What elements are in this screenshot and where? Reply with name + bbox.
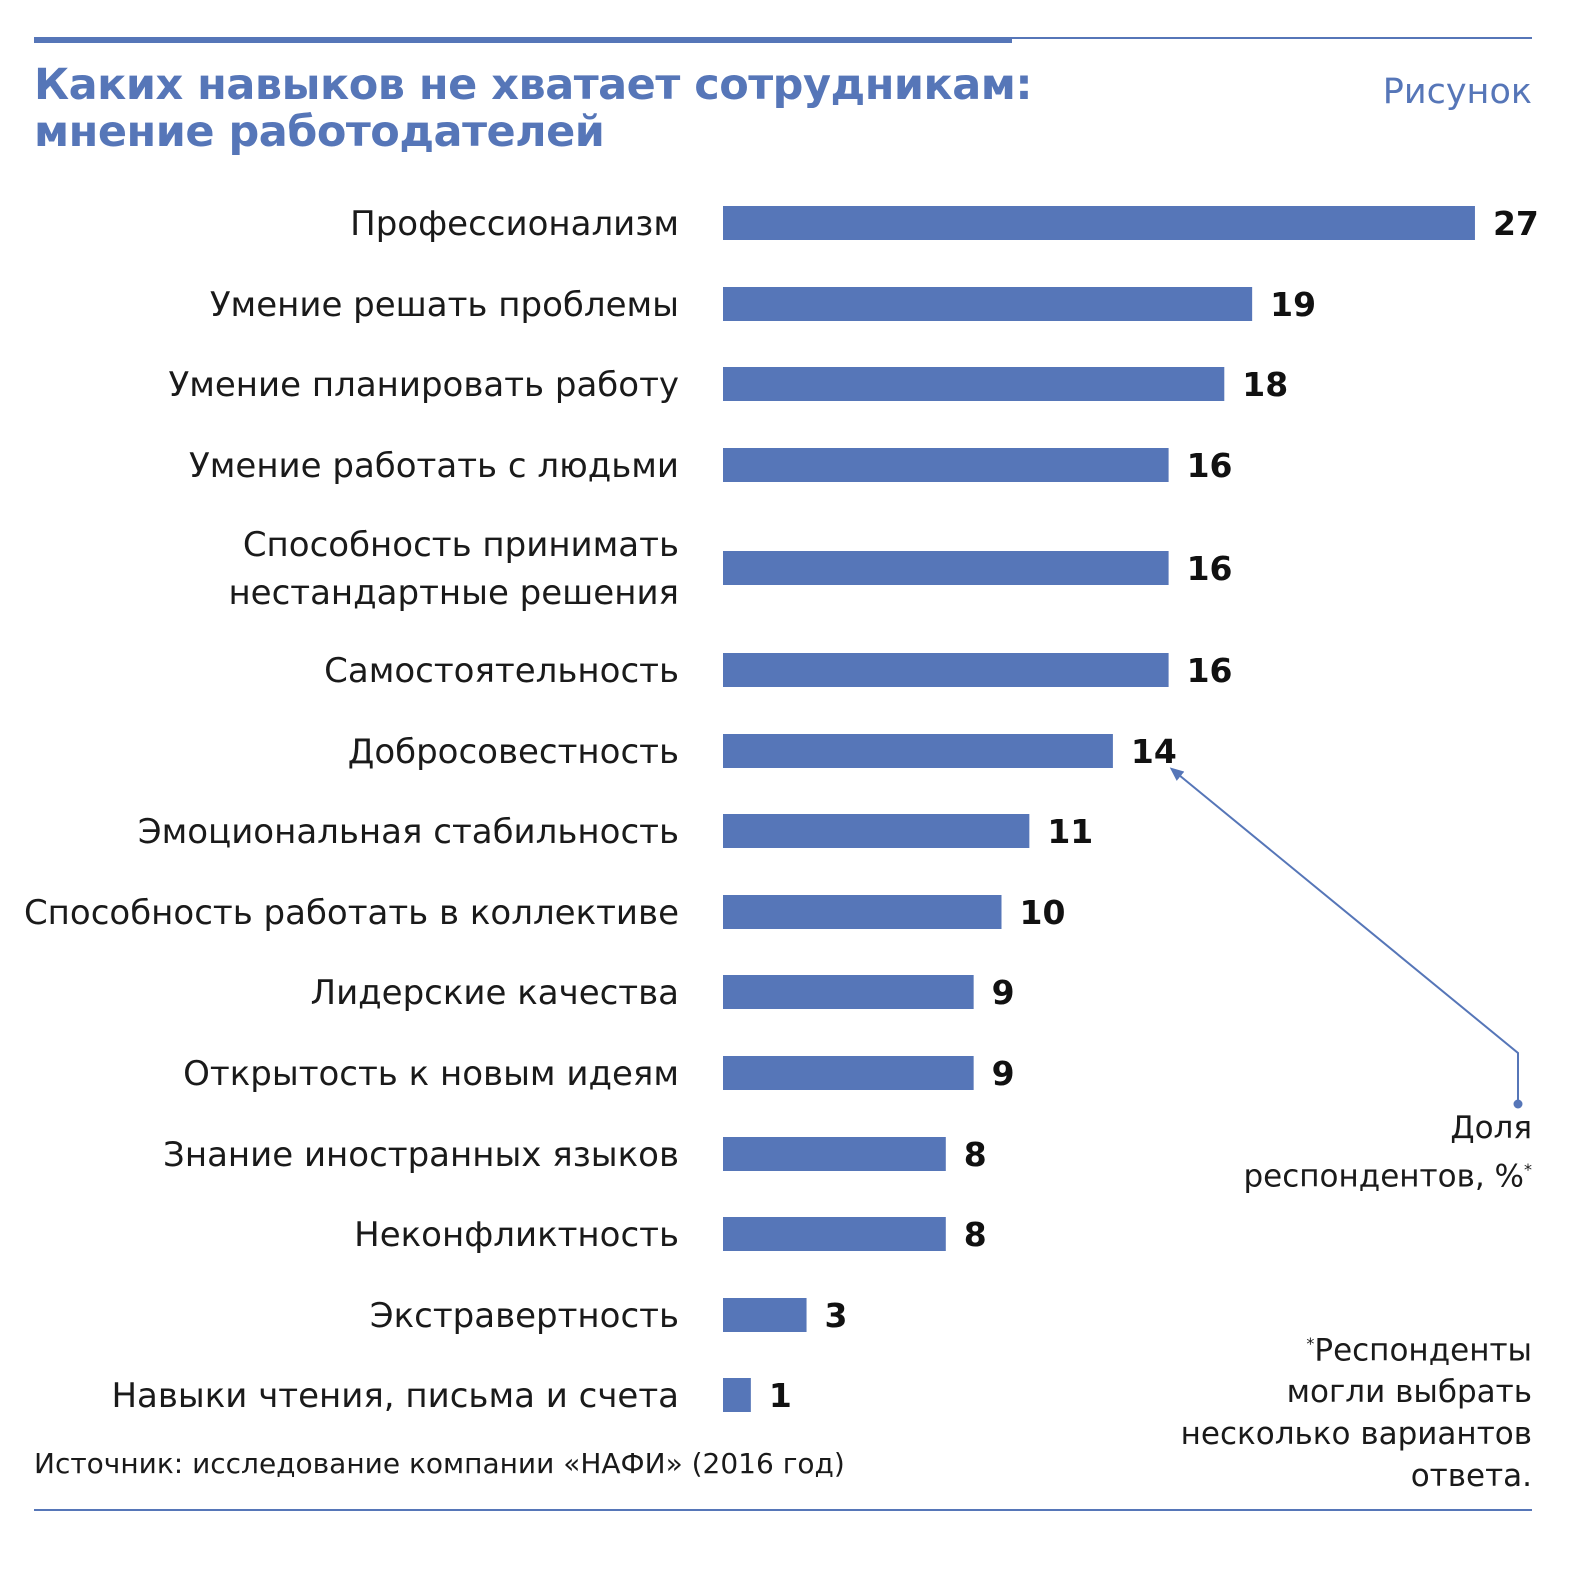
source-note: Источник: исследование компании «НАФИ» (… bbox=[34, 1447, 845, 1480]
annotation-arrow bbox=[1169, 767, 1519, 1103]
bar bbox=[723, 1217, 946, 1251]
bar bbox=[723, 206, 1475, 240]
bar bbox=[723, 653, 1169, 687]
value-label: 9 bbox=[992, 1054, 1015, 1093]
category-label: Способность принимать bbox=[243, 525, 679, 565]
bar bbox=[723, 1137, 946, 1171]
value-label: 14 bbox=[1131, 732, 1177, 771]
category-label: Профессионализм bbox=[350, 204, 679, 244]
footnote-line1-text: Респонденты bbox=[1314, 1332, 1532, 1369]
category-label: Самостоятельность bbox=[324, 651, 679, 691]
category-label: Умение работать с людьми bbox=[189, 446, 679, 486]
footnote-line4: ответа. bbox=[1410, 1458, 1532, 1495]
bar bbox=[723, 814, 1030, 848]
value-label: 16 bbox=[1187, 651, 1233, 690]
category-label: Неконфликтность bbox=[354, 1215, 679, 1255]
value-label: 1 bbox=[769, 1376, 792, 1415]
annotation-dot bbox=[1513, 1099, 1523, 1109]
category-label: нестандартные решения bbox=[228, 573, 679, 613]
bar bbox=[723, 1056, 974, 1090]
footnote: *Респонденты могли выбрать несколько вар… bbox=[1181, 1323, 1532, 1497]
bar bbox=[723, 895, 1002, 929]
value-label: 8 bbox=[964, 1135, 987, 1174]
value-label: 16 bbox=[1187, 446, 1233, 485]
category-label: Знание иностранных языков bbox=[163, 1135, 679, 1175]
top-rule bbox=[34, 37, 1012, 43]
category-label: Экстравертность bbox=[370, 1296, 679, 1336]
category-label: Способность работать в коллективе bbox=[24, 893, 679, 933]
unit-note-line2: респондентов, %* bbox=[1243, 1149, 1532, 1197]
value-label: 16 bbox=[1187, 549, 1233, 588]
bar bbox=[723, 734, 1113, 768]
footnote-line3: несколько вариантов bbox=[1180, 1416, 1532, 1453]
figure-label: Рисунок bbox=[1382, 72, 1532, 112]
bar bbox=[723, 551, 1169, 585]
bar bbox=[723, 367, 1225, 401]
category-label: Навыки чтения, письма и счета bbox=[111, 1376, 679, 1416]
category-label: Добросовестность bbox=[348, 732, 679, 772]
bar bbox=[723, 1298, 807, 1332]
footnote-line2: могли выбрать bbox=[1286, 1374, 1532, 1411]
bar bbox=[723, 975, 974, 1009]
bottom-rule bbox=[34, 1509, 1532, 1511]
bar bbox=[723, 448, 1169, 482]
value-label: 8 bbox=[964, 1215, 987, 1254]
category-label: Эмоциональная стабильность bbox=[138, 812, 679, 852]
category-label: Умение планировать работу bbox=[169, 365, 679, 405]
unit-note-line1: Доля bbox=[1450, 1110, 1532, 1146]
value-label: 27 bbox=[1493, 204, 1539, 243]
category-label: Открытость к новым идеям bbox=[183, 1054, 679, 1094]
top-rule-thin bbox=[1012, 37, 1532, 39]
value-label: 9 bbox=[992, 973, 1015, 1012]
unit-note-text: респондентов, % bbox=[1243, 1158, 1524, 1195]
footnote-line1: *Респонденты bbox=[1181, 1323, 1532, 1371]
bar bbox=[723, 1378, 751, 1412]
asterisk-mark: * bbox=[1524, 1160, 1532, 1179]
category-label: Лидерские качества bbox=[311, 973, 679, 1013]
bar bbox=[723, 287, 1253, 321]
value-label: 19 bbox=[1270, 285, 1316, 324]
chart-title: Каких навыков не хватает сотрудникам: мн… bbox=[34, 60, 1033, 157]
value-label: 11 bbox=[1047, 812, 1093, 851]
asterisk-mark: * bbox=[1306, 1334, 1315, 1353]
value-label: 18 bbox=[1242, 365, 1288, 404]
category-label: Умение решать проблемы bbox=[210, 285, 679, 325]
unit-note: Доля респондентов, %* bbox=[1243, 1107, 1532, 1197]
value-label: 10 bbox=[1020, 893, 1066, 932]
value-label: 3 bbox=[825, 1296, 848, 1335]
